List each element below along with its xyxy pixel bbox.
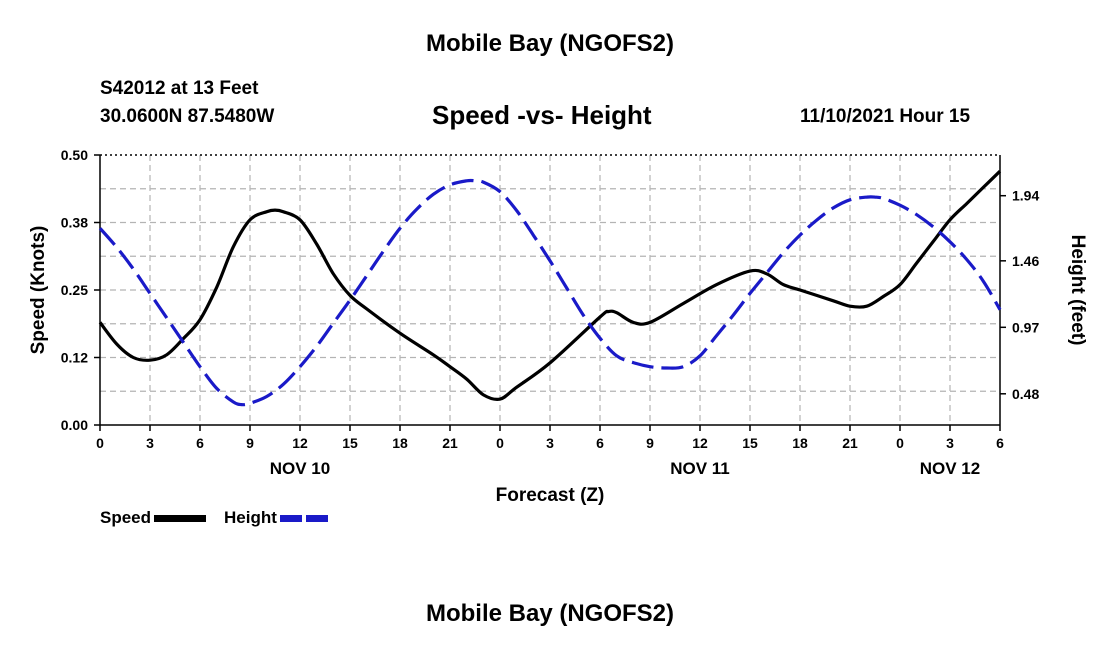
day-label: NOV 12 <box>920 459 980 478</box>
x-tick-label: 12 <box>292 435 308 451</box>
x-tick-label: 0 <box>896 435 904 451</box>
day-label: NOV 10 <box>270 459 330 478</box>
x-tick-label: 15 <box>742 435 758 451</box>
x-tick-label: 12 <box>692 435 708 451</box>
y-tick-label: 0.12 <box>61 350 88 366</box>
chart-title: Mobile Bay (NGOFS2) <box>425 30 675 57</box>
day-label: NOV 11 <box>670 459 730 478</box>
y-tick-label: 0.25 <box>61 282 88 298</box>
x-tick-label: 21 <box>842 435 858 451</box>
x-axis-title: Forecast (Z) <box>496 485 605 506</box>
legend-label-height: Height <box>224 508 277 527</box>
x-tick-label: 0 <box>96 435 104 451</box>
x-tick-label: 3 <box>946 435 954 451</box>
x-tick-label: 18 <box>792 435 808 451</box>
y-tick-label: 0.38 <box>61 215 88 231</box>
chart-title-repeat: Mobile Bay (NGOFS2) <box>425 600 675 627</box>
x-tick-label: 9 <box>246 435 254 451</box>
y2-tick-label: 1.94 <box>1012 188 1039 204</box>
series-line-height <box>98 178 1002 407</box>
x-tick-label: 0 <box>496 435 504 451</box>
x-tick-label: 6 <box>596 435 604 451</box>
station-label: S42012 at 13 Feet <box>100 78 259 99</box>
x-tick-label: 15 <box>342 435 358 451</box>
x-tick-label: 6 <box>196 435 204 451</box>
y2-tick-label: 0.48 <box>1012 386 1039 402</box>
x-tick-label: 9 <box>646 435 654 451</box>
x-tick-label: 3 <box>146 435 154 451</box>
datetime-label: 11/10/2021 Hour 15 <box>800 106 971 127</box>
y2-tick-label: 1.46 <box>1012 253 1039 269</box>
coordinates-label: 30.0600N 87.5480W <box>100 106 275 127</box>
x-tick-label: 6 <box>996 435 1004 451</box>
x-tick-label: 18 <box>392 435 408 451</box>
y2-axis-title: Height (feet) <box>1067 235 1088 346</box>
y-tick-label: 0.00 <box>61 417 88 433</box>
y2-tick-label: 0.97 <box>1012 319 1039 335</box>
y-axis-title: Speed (Knots) <box>28 226 49 355</box>
legend-label-speed: Speed <box>100 508 152 527</box>
series-line-speed <box>98 170 1002 401</box>
legend: Speed Height <box>100 508 332 528</box>
x-tick-label: 3 <box>546 435 554 451</box>
chart-subtitle: Speed -vs- Height <box>432 100 652 130</box>
legend-swatch-height <box>279 514 332 522</box>
legend-swatch-speed <box>154 514 207 522</box>
x-tick-label: 21 <box>442 435 458 451</box>
y-tick-label: 0.50 <box>61 147 88 163</box>
